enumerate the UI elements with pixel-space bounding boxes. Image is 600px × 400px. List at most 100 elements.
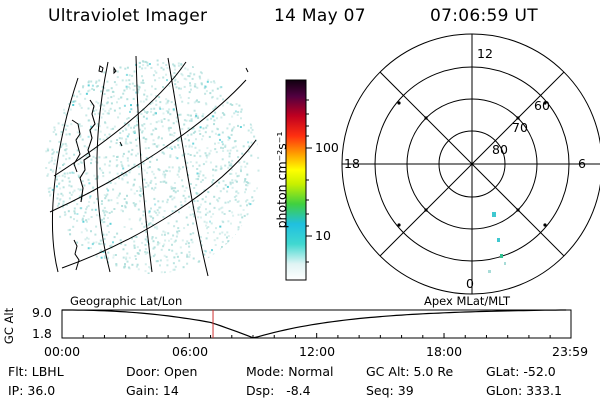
noise-pixel <box>100 103 103 106</box>
noise-pixel <box>141 192 144 195</box>
noise-pixel <box>171 166 174 169</box>
noise-pixel <box>142 82 145 84</box>
noise-pixel <box>151 237 154 240</box>
noise-pixel <box>88 89 91 92</box>
noise-pixel <box>174 78 177 81</box>
noise-pixel <box>160 271 163 274</box>
noise-pixel <box>163 180 166 183</box>
noise-pixel <box>110 140 113 143</box>
noise-pixel <box>136 117 139 120</box>
noise-pixel <box>148 215 151 218</box>
noise-pixel <box>193 200 196 203</box>
noise-pixel <box>235 190 237 193</box>
noise-pixel <box>142 115 145 118</box>
noise-pixel <box>115 83 118 86</box>
noise-pixel <box>213 119 216 122</box>
coastline <box>71 119 81 173</box>
noise-pixel <box>176 232 179 235</box>
noise-pixel <box>99 251 102 253</box>
noise-pixel <box>127 117 130 119</box>
noise-pixel <box>237 213 240 216</box>
noise-pixel <box>215 165 218 168</box>
noise-pixel <box>136 252 139 254</box>
noise-pixel <box>251 128 254 131</box>
status-ip: IP: 36.0 <box>8 383 56 398</box>
noise-pixel <box>194 116 197 119</box>
noise-pixel <box>186 262 189 265</box>
noise-pixel <box>93 148 96 151</box>
noise-pixel <box>199 126 202 129</box>
noise-pixel <box>165 102 168 105</box>
noise-pixel <box>201 72 203 75</box>
noise-pixel <box>189 183 192 185</box>
noise-pixel <box>197 216 200 219</box>
noise-pixel <box>220 116 223 119</box>
noise-pixel <box>162 151 165 154</box>
noise-pixel <box>105 195 108 198</box>
noise-pixel <box>163 243 166 246</box>
noise-pixel <box>217 200 220 203</box>
coastline <box>73 239 80 271</box>
noise-pixel <box>231 186 234 189</box>
noise-pixel <box>188 251 191 254</box>
noise-pixel <box>155 128 158 130</box>
noise-pixel <box>60 130 63 133</box>
noise-pixel <box>87 178 90 181</box>
noise-pixel <box>88 119 91 122</box>
noise-pixel <box>95 225 98 228</box>
noise-pixel <box>206 232 209 234</box>
noise-pixel <box>95 109 98 112</box>
noise-pixel <box>235 180 238 183</box>
noise-pixel <box>212 115 215 118</box>
noise-pixel <box>224 146 227 148</box>
noise-pixel <box>174 210 177 212</box>
noise-pixel <box>123 122 126 125</box>
noise-pixel <box>64 213 67 216</box>
timeline-right-title: Apex MLat/MLT <box>424 294 511 308</box>
noise-pixel <box>117 116 120 119</box>
noise-pixel <box>234 198 237 201</box>
mlat-label-60: 60 <box>534 98 550 113</box>
noise-pixel <box>190 88 192 91</box>
noise-pixel <box>130 153 133 156</box>
altitude-curve <box>62 309 567 339</box>
noise-pixel <box>47 187 50 190</box>
noise-pixel <box>145 181 148 184</box>
noise-pixel <box>155 112 157 115</box>
noise-pixel <box>66 124 69 127</box>
noise-pixel <box>133 85 136 87</box>
noise-pixel <box>195 113 198 116</box>
noise-pixel <box>65 113 68 116</box>
noise-pixel <box>144 238 147 241</box>
status-glat: GLat: -52.0 <box>486 364 556 379</box>
noise-pixel <box>197 178 200 181</box>
noise-pixel <box>179 67 182 70</box>
instrument-title: Ultraviolet Imager <box>48 6 208 26</box>
noise-pixel <box>130 104 132 107</box>
noise-pixel <box>181 185 184 188</box>
noise-pixel <box>219 138 221 141</box>
noise-pixel <box>99 243 102 246</box>
noise-pixel <box>231 129 233 132</box>
noise-pixel <box>158 206 161 209</box>
noise-pixel <box>196 172 199 175</box>
noise-pixel <box>93 106 96 109</box>
noise-pixel <box>47 149 50 152</box>
noise-pixel <box>205 154 208 157</box>
noise-pixel <box>53 162 56 165</box>
noise-pixel <box>105 102 108 105</box>
status-gain: Gain: 14 <box>126 383 179 398</box>
noise-pixel <box>76 95 79 98</box>
noise-pixel <box>200 244 203 247</box>
noise-pixel <box>103 93 106 95</box>
noise-pixel <box>187 195 190 198</box>
noise-pixel <box>188 75 191 78</box>
noise-pixel <box>158 77 161 79</box>
noise-pixel <box>165 73 168 76</box>
noise-pixel <box>183 189 186 192</box>
noise-pixel <box>100 256 103 259</box>
noise-pixel <box>156 145 159 148</box>
noise-pixel <box>156 59 159 62</box>
noise-pixel <box>219 86 222 89</box>
noise-pixel <box>221 131 224 134</box>
